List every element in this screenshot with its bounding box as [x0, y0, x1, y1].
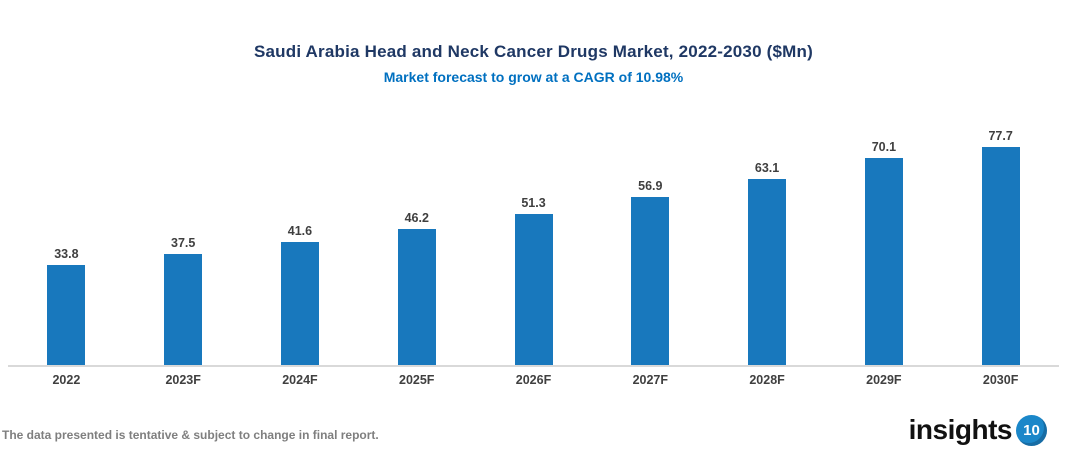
chart-title: Saudi Arabia Head and Neck Cancer Drugs … [253, 42, 813, 61]
x-axis-label: 2027F [632, 373, 669, 387]
bar-column: 46.2 [358, 129, 475, 365]
bar-value-label: 63.1 [754, 160, 780, 175]
bar [864, 158, 903, 365]
insights10-logo: insights 10 [909, 414, 1047, 446]
bar-value-label: 56.9 [638, 179, 663, 194]
bar-column: 51.3 [475, 129, 592, 365]
x-axis-label: 2024F [282, 373, 318, 387]
bar-column: 77.7 [942, 129, 1059, 365]
bar-value-label: 41.6 [287, 224, 313, 239]
bar-value-label: 46.2 [404, 210, 429, 225]
logo-badge-10: 10 [1016, 414, 1047, 446]
bar [981, 147, 1020, 365]
bar [514, 213, 553, 365]
x-axis-label: 2022 [52, 373, 81, 387]
bar-chart: 33.8 37.5 41.6 46.2 51.3 56.9 63.1 70.1 77.7 202… [8, 129, 1059, 387]
bar [397, 228, 436, 365]
category-axis: 2022 2023F 2024F 2025F 2026F 2027F 2028F 2029F 2… [8, 367, 1059, 387]
chart-header: Saudi Arabia Head and Neck Cancer Drugs … [0, 0, 1067, 85]
bar-column: 70.1 [825, 129, 942, 365]
chart-subtitle: Market forecast to grow at a CAGR of 10.… [383, 69, 684, 85]
x-axis-label: 2025F [399, 373, 435, 387]
x-axis-label: 2023F [165, 373, 201, 387]
bar-column: 33.8 [8, 129, 125, 365]
x-axis-label: 2029F [866, 373, 902, 387]
bar-column: 63.1 [709, 129, 826, 365]
plot-area: 33.8 37.5 41.6 46.2 51.3 56.9 63.1 70.1 77.7 [8, 129, 1059, 367]
bar-value-label: 51.3 [521, 195, 546, 210]
bar [748, 178, 787, 365]
bar [631, 197, 670, 365]
bar-column: 56.9 [592, 129, 709, 365]
bar-value-label: 70.1 [871, 140, 897, 155]
bar-column: 41.6 [242, 129, 359, 365]
bar-value-label: 37.5 [171, 236, 196, 251]
bar-column: 37.5 [125, 129, 242, 365]
bar [164, 254, 203, 365]
bar-value-label: 77.7 [988, 129, 1013, 143]
x-axis-label: 2026F [515, 373, 552, 387]
x-axis-label: 2028F [749, 373, 785, 387]
bar-value-label: 33.8 [54, 247, 79, 262]
disclaimer-text: The data presented is tentative & subjec… [2, 428, 379, 442]
x-axis-label: 2030F [982, 373, 1019, 387]
logo-wordmark: insights [908, 414, 1013, 445]
bar [280, 242, 319, 365]
bar [47, 265, 86, 365]
